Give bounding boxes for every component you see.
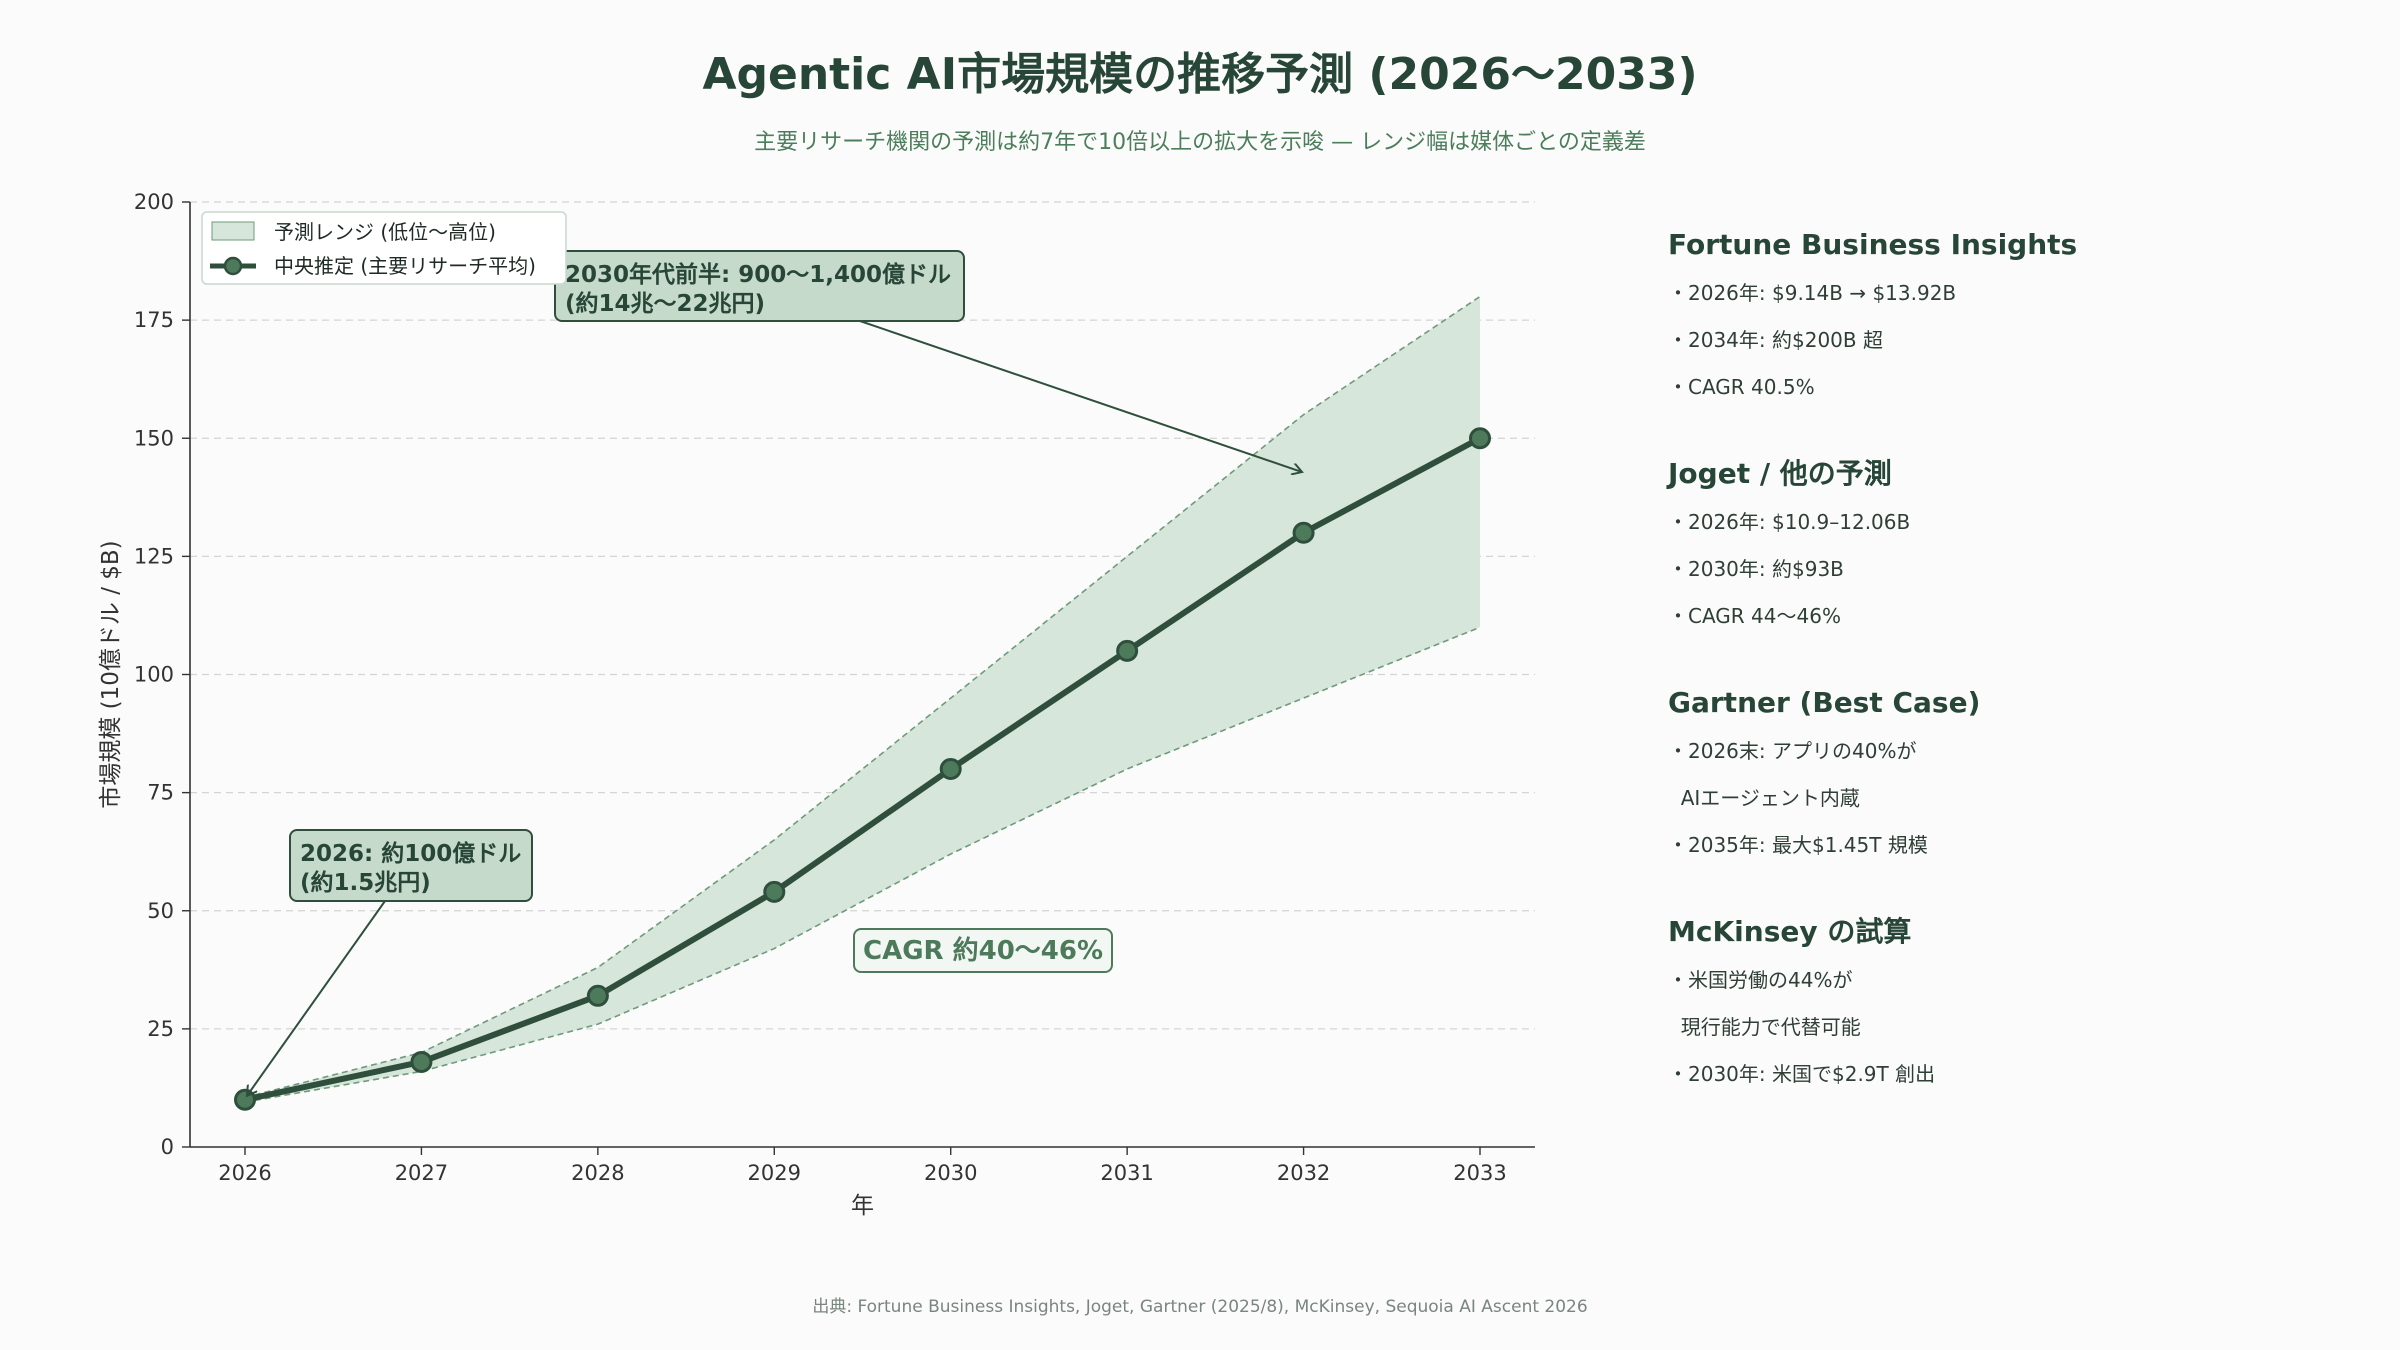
cagr-label: CAGR 約40〜46% — [863, 935, 1103, 966]
x-tick-label: 2028 — [571, 1161, 624, 1185]
side-section-gartner: Gartner (Best Case) ・2026末: アプリの40%が AIエ… — [1668, 678, 2348, 869]
side-section-joget: Joget / 他の予測 ・2026年: $10.9–12.06B ・2030年… — [1668, 449, 2348, 640]
x-tick-label: 2029 — [748, 1161, 801, 1185]
cagr-callout: CAGR 約40〜46% — [853, 928, 1113, 973]
legend-band-swatch — [211, 221, 255, 241]
x-tick-label: 2031 — [1100, 1161, 1153, 1185]
data-point — [586, 984, 609, 1007]
data-point — [939, 758, 962, 780]
side-line: ・2030年: 約$93B — [1668, 557, 1844, 581]
legend: 予測レンジ (低位〜高位) 中央推定 (主要リサーチ平均) — [201, 211, 567, 285]
y-tick-label: 200 — [134, 190, 174, 214]
side-line: 現行能力で代替可能 — [1668, 1015, 1861, 1039]
y-tick-label: 150 — [134, 426, 174, 450]
side-heading: Joget / 他の予測 — [1668, 457, 1892, 490]
annotation-2026-line1: 2026: 約100億ドル — [300, 840, 521, 867]
x-tick-label: 2026 — [218, 1161, 271, 1185]
annotation-2030s-line2: (約14兆〜22兆円) — [565, 290, 765, 317]
chart-subtitle: 主要リサーチ機関の予測は約7年で10倍以上の拡大を示唆 — レンジ幅は媒体ごとの… — [754, 130, 1646, 155]
x-tick-label: 2033 — [1453, 1161, 1506, 1185]
data-point — [410, 1050, 433, 1073]
y-tick-label: 100 — [134, 663, 174, 687]
side-line: ・米国労働の44%が — [1668, 968, 1853, 992]
side-section-fortune: Fortune Business Insights ・2026年: $9.14B… — [1668, 220, 2348, 411]
x-tick-label: 2030 — [924, 1161, 977, 1185]
legend-frame — [201, 211, 567, 285]
x-axis-label: 年 — [851, 1193, 874, 1219]
y-axis-label: 市場規模 (10億ドル / $B) — [98, 540, 124, 808]
annotation-2026-line2: (約1.5兆円) — [300, 869, 431, 896]
side-section-mckinsey: McKinsey の試算 ・米国労働の44%が 現行能力で代替可能 ・2030年… — [1668, 907, 2348, 1098]
y-tick-label: 125 — [134, 544, 174, 568]
series-line — [244, 435, 1482, 1103]
annotation-2030s-arrow — [859, 320, 1302, 472]
annotation-2026-box — [289, 829, 533, 902]
band-upper-edge — [244, 295, 1481, 1099]
y-tick-label: 175 — [134, 308, 174, 332]
annotation-2026-arrow — [247, 900, 386, 1096]
annotation-2030s-callout: 2030年代前半: 900〜1,400億ドル(約14兆〜22兆円) — [554, 250, 1302, 472]
legend-marker-swatch — [223, 256, 243, 276]
y-tick-label: 75 — [147, 781, 174, 805]
side-line: ・2034年: 約$200B 超 — [1668, 328, 1883, 352]
annotation-2030s-line1: 2030年代前半: 900〜1,400億ドル — [565, 261, 951, 288]
x-tick-label: 2027 — [395, 1161, 448, 1185]
side-line: ・2026年: $10.9–12.06B — [1668, 510, 1911, 534]
side-panel: Fortune Business Insights ・2026年: $9.14B… — [1668, 220, 2348, 1136]
chart-title: Agentic AI市場規模の推移予測 (2026〜2033) — [702, 49, 1698, 100]
legend-series-label: 中央推定 (主要リサーチ平均) — [274, 254, 536, 278]
x-tick-label: 2032 — [1277, 1161, 1330, 1185]
side-heading: Fortune Business Insights — [1668, 228, 2078, 261]
side-line: ・2026年: $9.14B → $13.92B — [1668, 281, 1957, 305]
data-point — [1116, 639, 1139, 662]
band-lower-edge — [244, 626, 1481, 1103]
data-point — [1292, 521, 1315, 544]
side-line: ・2030年: 米国で$2.9T 創出 — [1668, 1062, 1936, 1086]
side-line: ・2026末: アプリの40%が — [1668, 739, 1917, 763]
annotation-2026-callout: 2026: 約100億ドル(約1.5兆円) — [247, 829, 533, 1096]
y-tick-label: 50 — [147, 899, 174, 923]
source-note: 出典: Fortune Business Insights, Joget, Ga… — [812, 1297, 1588, 1317]
forecast-band — [245, 296, 1480, 1103]
side-heading: Gartner (Best Case) — [1668, 686, 1981, 719]
data-point — [763, 880, 786, 903]
side-line: AIエージェント内蔵 — [1668, 786, 1860, 810]
side-line: ・CAGR 40.5% — [1668, 375, 1815, 399]
data-point — [1469, 427, 1491, 450]
side-line: ・CAGR 44〜46% — [1668, 604, 1841, 628]
cagr-box — [853, 928, 1113, 973]
annotation-2030s-box — [554, 250, 965, 322]
side-heading: McKinsey の試算 — [1668, 915, 1912, 948]
y-tick-label: 0 — [161, 1135, 174, 1159]
data-point — [234, 1088, 256, 1111]
legend-band-label: 予測レンジ (低位〜高位) — [274, 220, 496, 244]
forecast-band-group — [244, 295, 1481, 1103]
y-tick-label: 25 — [147, 1017, 174, 1041]
side-line: ・2035年: 最大$1.45T 規模 — [1668, 833, 1928, 857]
